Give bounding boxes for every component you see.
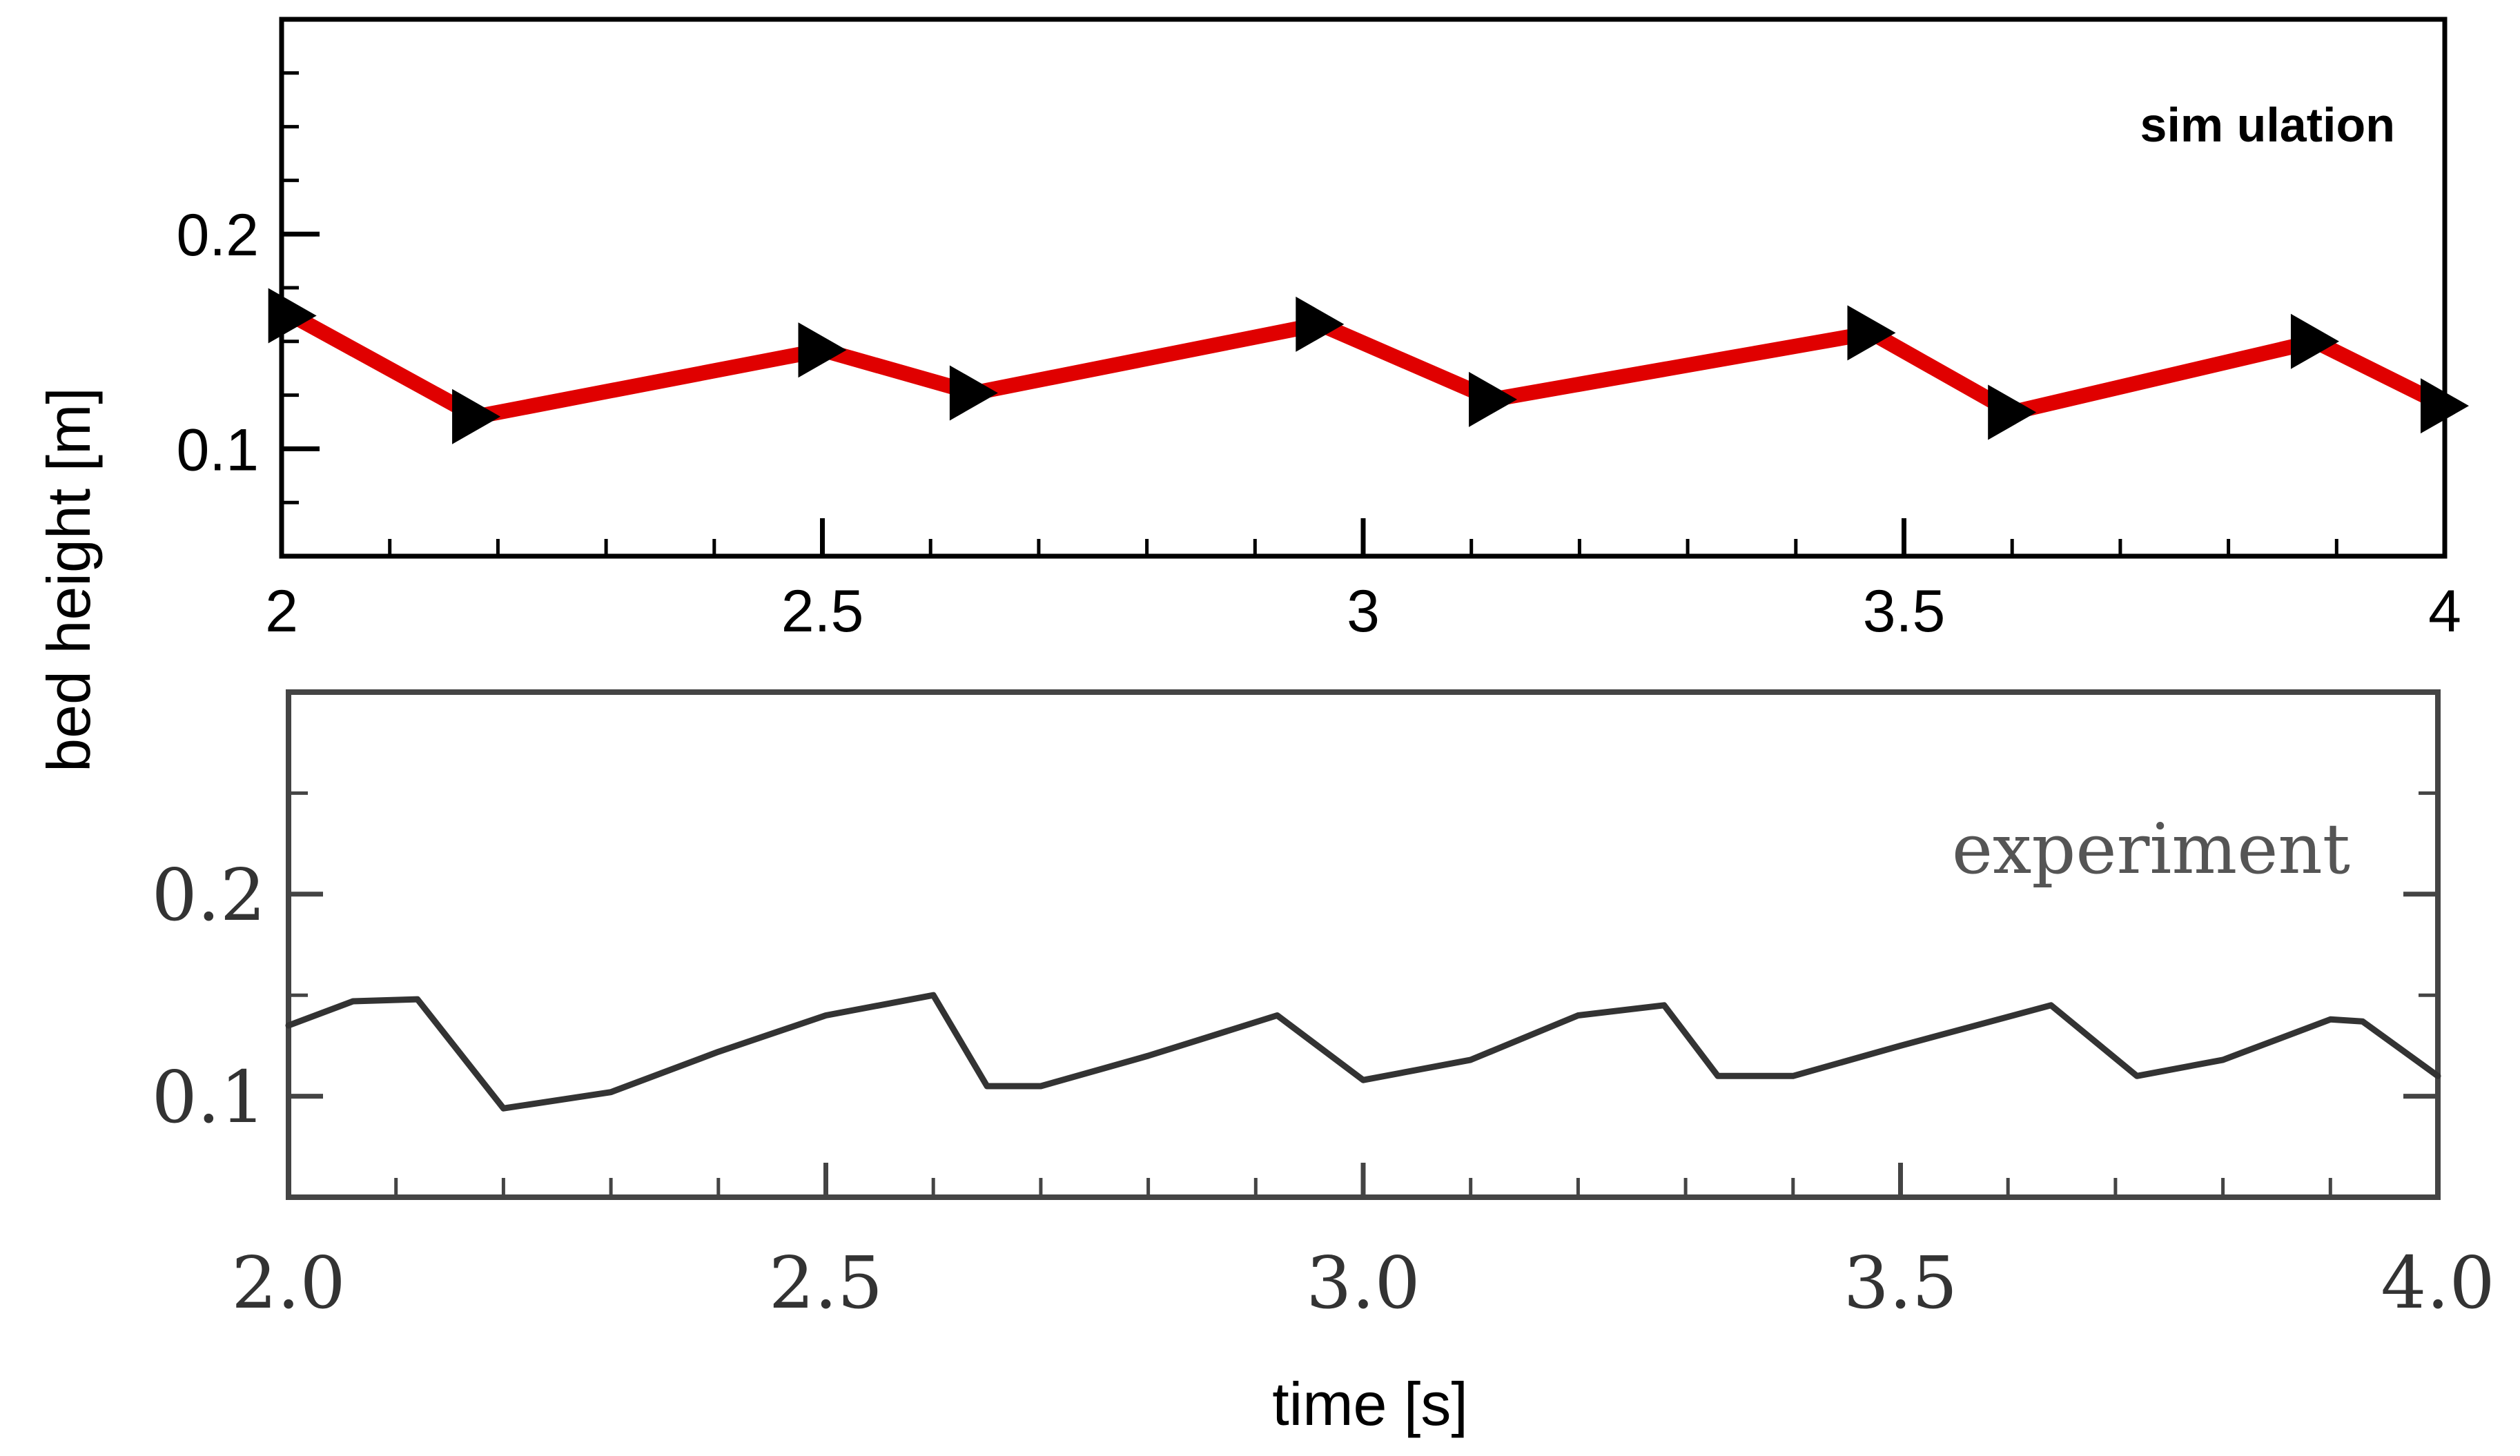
experiment-x-tick-labels: 2.0 2.5 3.0 3.5 4.0 [231, 1241, 2494, 1325]
experiment-y-tick-marks [289, 690, 2438, 1199]
simulation-series [268, 288, 2469, 444]
simulation-data-point-marker [2290, 313, 2339, 369]
experiment-x-tick-label: 2.0 [231, 1241, 345, 1325]
simulation-y-tick-label: 0.2 [176, 202, 259, 268]
experiment-plot-frame [286, 689, 2441, 1200]
experiment-label: experiment [1952, 809, 2350, 889]
simulation-x-tick-label: 2.5 [781, 578, 864, 645]
simulation-data-point-marker [1469, 371, 1518, 427]
simulation-panel: sim ulation 2 2.5 3 3.5 4 0.1 0.2 [176, 17, 2469, 645]
simulation-y-tick-marks [282, 17, 320, 558]
simulation-data-point-marker [798, 322, 847, 378]
simulation-x-tick-marks [279, 518, 2448, 556]
y-axis-label: bed height [m] [35, 387, 103, 772]
experiment-panel: experiment 2.0 2.5 3.0 3.5 4.0 0.1 0.2 [152, 689, 2495, 1325]
simulation-x-tick-label: 3.5 [1863, 578, 1946, 645]
experiment-y-tick-label: 0.2 [152, 853, 266, 937]
simulation-data-point-marker [452, 388, 501, 444]
simulation-series-line [284, 308, 2452, 424]
simulation-data-point-marker [2421, 378, 2469, 434]
experiment-series-line [285, 992, 2441, 1112]
experiment-x-tick-label: 3.0 [1306, 1241, 1420, 1325]
simulation-x-tick-label: 3 [1347, 578, 1380, 645]
experiment-x-tick-label: 4.0 [2381, 1241, 2494, 1325]
simulation-y-tick-label: 0.1 [176, 417, 259, 483]
simulation-plot-frame [279, 17, 2448, 559]
simulation-data-point-marker [1988, 384, 2037, 440]
simulation-data-point-marker [268, 288, 317, 344]
simulation-label: sim ulation [2140, 98, 2395, 152]
simulation-data-point-marker [1847, 305, 1896, 361]
simulation-data-point-marker [949, 365, 998, 421]
experiment-y-tick-label: 0.1 [152, 1055, 266, 1139]
simulation-data-point-marker [1296, 296, 1345, 352]
experiment-x-tick-marks [286, 1163, 2441, 1197]
simulation-x-tick-label: 2 [265, 578, 298, 645]
x-axis-label: time [s] [1272, 1370, 1468, 1438]
experiment-x-tick-label: 2.5 [769, 1241, 883, 1325]
experiment-x-tick-label: 3.5 [1844, 1241, 1957, 1325]
experiment-series [285, 992, 2441, 1112]
experiment-y-tick-labels: 0.1 0.2 [152, 853, 266, 1139]
simulation-x-tick-labels: 2 2.5 3 3.5 4 [265, 578, 2461, 645]
simulation-y-tick-labels: 0.1 0.2 [176, 202, 259, 483]
simulation-x-tick-label: 4 [2428, 578, 2461, 645]
